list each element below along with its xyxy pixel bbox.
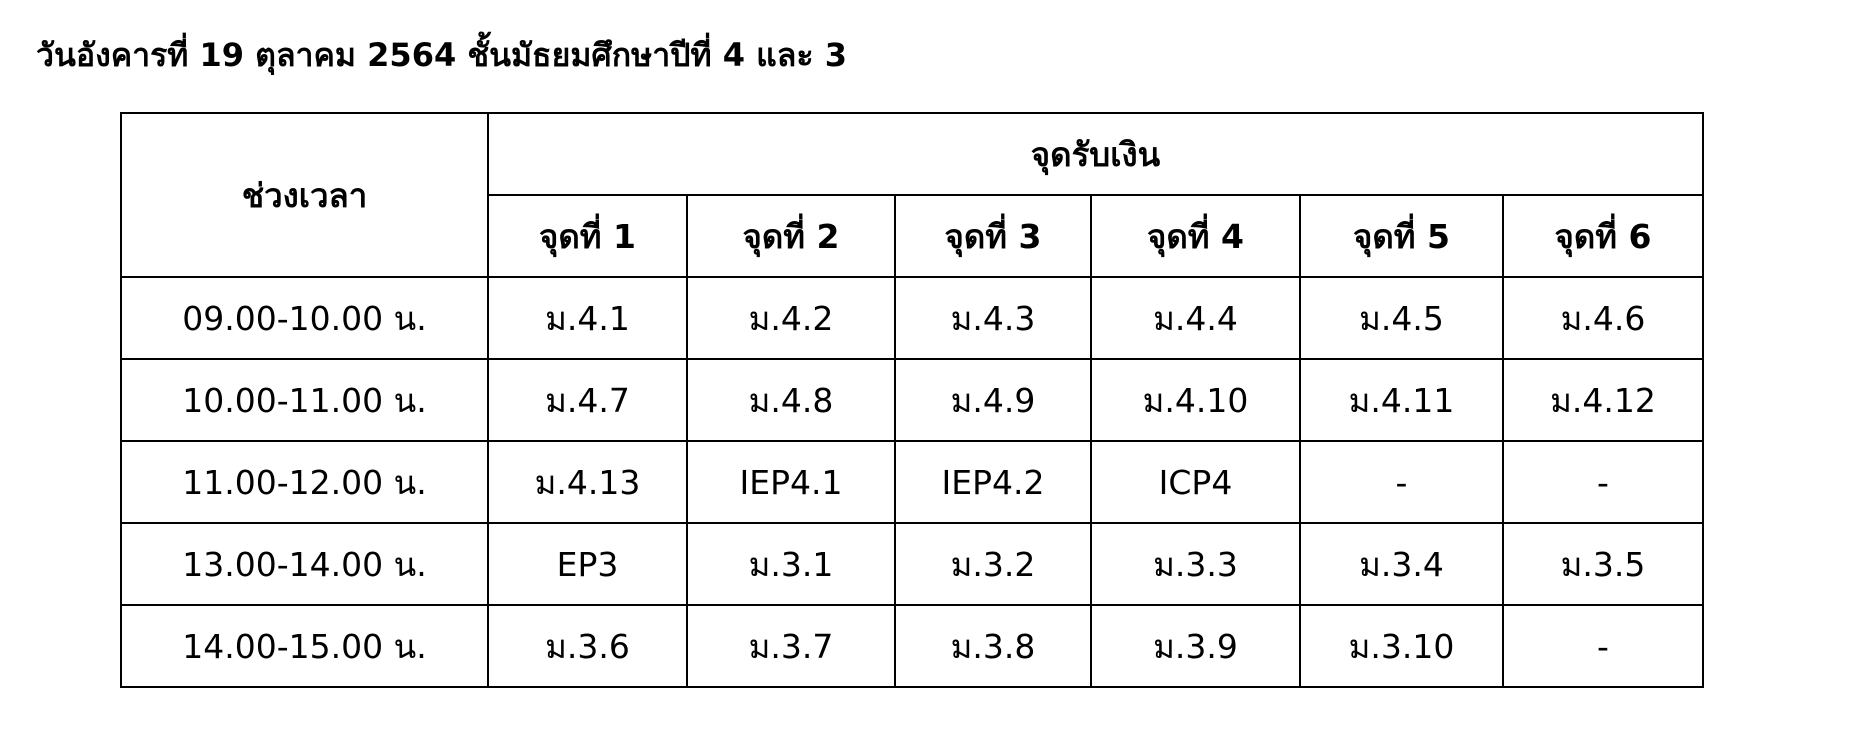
class-cell: IEP4.2 <box>894 440 1092 524</box>
class-cell: EP3 <box>487 522 688 606</box>
payment-schedule-table: ช่วงเวลา จุดรับเงิน จุดที่ 1 จุดที่ 2 จุดท… <box>120 112 1704 688</box>
class-cell: ม.4.7 <box>487 358 688 442</box>
class-cell: ม.3.2 <box>894 522 1092 606</box>
page-title: วันอังคารที่ 19 ตุลาคม 2564 ชั้นมัธยมศึก… <box>36 36 847 74</box>
class-cell: ม.4.1 <box>487 276 688 360</box>
point-header: จุดที่ 5 <box>1299 194 1504 278</box>
time-slot-cell: 09.00-10.00 น. <box>120 276 489 360</box>
point-header: จุดที่ 2 <box>686 194 896 278</box>
point-header: จุดที่ 6 <box>1502 194 1704 278</box>
class-cell: ม.3.8 <box>894 604 1092 688</box>
time-slot-cell: 13.00-14.00 น. <box>120 522 489 606</box>
class-cell: ม.3.1 <box>686 522 896 606</box>
class-cell: - <box>1502 604 1704 688</box>
class-cell: ม.4.10 <box>1090 358 1301 442</box>
class-cell: - <box>1299 440 1504 524</box>
class-cell: ม.4.2 <box>686 276 896 360</box>
time-slot-cell: 11.00-12.00 น. <box>120 440 489 524</box>
class-cell: ม.3.9 <box>1090 604 1301 688</box>
table-row: 10.00-11.00 น. ม.4.7 ม.4.8 ม.4.9 ม.4.10 ม.4.1… <box>120 358 1704 442</box>
class-cell: ม.3.5 <box>1502 522 1704 606</box>
class-cell: ม.3.10 <box>1299 604 1504 688</box>
class-cell: ม.3.6 <box>487 604 688 688</box>
class-cell: ม.4.6 <box>1502 276 1704 360</box>
class-cell: ม.4.3 <box>894 276 1092 360</box>
class-cell: ICP4 <box>1090 440 1301 524</box>
class-cell: ม.3.3 <box>1090 522 1301 606</box>
time-slot-cell: 14.00-15.00 น. <box>120 604 489 688</box>
class-cell: ม.4.11 <box>1299 358 1504 442</box>
class-cell: ม.4.8 <box>686 358 896 442</box>
class-cell: ม.4.13 <box>487 440 688 524</box>
class-cell: - <box>1502 440 1704 524</box>
class-cell: ม.4.4 <box>1090 276 1301 360</box>
table-row: 09.00-10.00 น. ม.4.1 ม.4.2 ม.4.3 ม.4.4 ม.4.5 ม… <box>120 276 1704 360</box>
table-row: 14.00-15.00 น. ม.3.6 ม.3.7 ม.3.8 ม.3.9 ม.3.10… <box>120 604 1704 688</box>
payment-points-header: จุดรับเงิน <box>487 112 1704 196</box>
class-cell: ม.3.4 <box>1299 522 1504 606</box>
class-cell: ม.4.12 <box>1502 358 1704 442</box>
class-cell: ม.4.5 <box>1299 276 1504 360</box>
time-header: ช่วงเวลา <box>120 112 489 278</box>
class-cell: ม.4.9 <box>894 358 1092 442</box>
point-header: จุดที่ 1 <box>487 194 688 278</box>
table-row: 11.00-12.00 น. ม.4.13 IEP4.1 IEP4.2 ICP4- - <box>120 440 1704 524</box>
class-cell: IEP4.1 <box>686 440 896 524</box>
time-slot-cell: 10.00-11.00 น. <box>120 358 489 442</box>
table-row: 13.00-14.00 น. EP3 ม.3.1 ม.3.2 ม.3.3 ม.3.4 ม.3… <box>120 522 1704 606</box>
point-header: จุดที่ 4 <box>1090 194 1301 278</box>
class-cell: ม.3.7 <box>686 604 896 688</box>
point-header: จุดที่ 3 <box>894 194 1092 278</box>
